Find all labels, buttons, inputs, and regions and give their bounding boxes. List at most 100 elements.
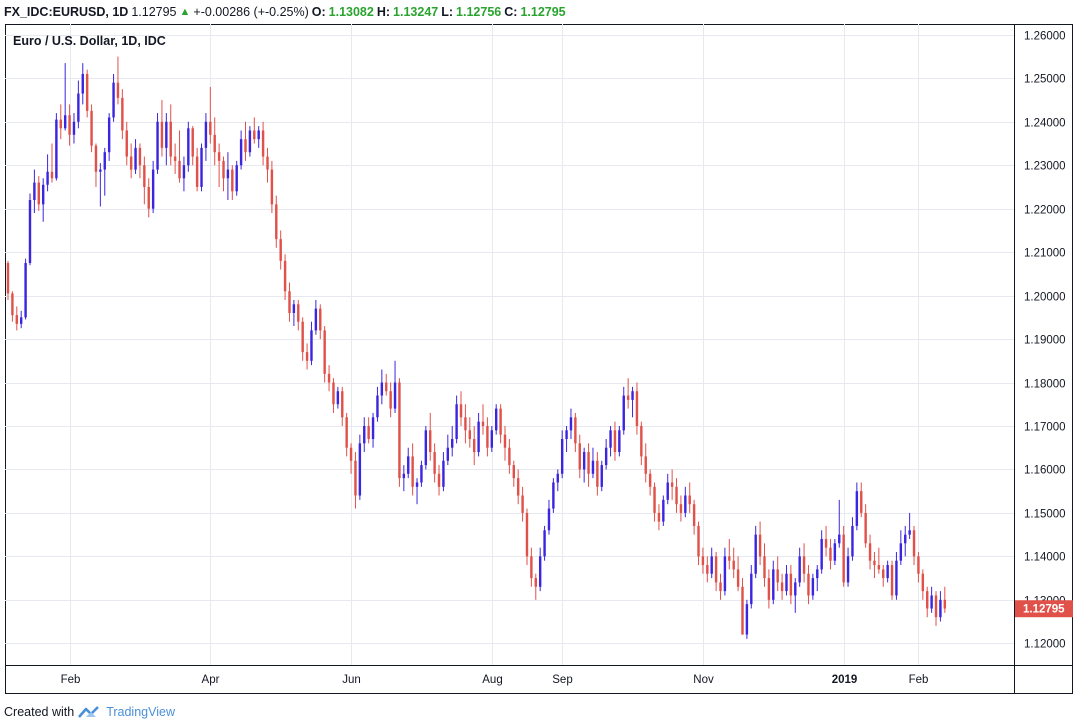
candle[interactable]: [305, 343, 309, 370]
candle[interactable]: [129, 143, 133, 179]
candle[interactable]: [292, 299, 296, 327]
candle[interactable]: [121, 89, 124, 140]
candle[interactable]: [481, 404, 485, 435]
candle[interactable]: [503, 425, 507, 461]
candle[interactable]: [816, 565, 819, 592]
candle[interactable]: [19, 310, 23, 329]
candle[interactable]: [367, 417, 370, 444]
candle[interactable]: [235, 160, 238, 196]
candle[interactable]: [81, 63, 84, 105]
candle[interactable]: [926, 586, 929, 618]
candle[interactable]: [402, 465, 406, 492]
candle[interactable]: [165, 113, 168, 166]
candle[interactable]: [701, 547, 705, 574]
candle[interactable]: [354, 452, 357, 509]
candle[interactable]: [231, 165, 234, 201]
candle[interactable]: [261, 121, 265, 166]
candle[interactable]: [604, 439, 608, 470]
candle[interactable]: [530, 547, 533, 587]
candle[interactable]: [543, 525, 546, 561]
candle[interactable]: [323, 326, 326, 383]
candle[interactable]: [855, 482, 859, 531]
candle[interactable]: [750, 565, 753, 609]
candle[interactable]: [270, 160, 274, 214]
candle[interactable]: [679, 495, 683, 522]
candle[interactable]: [455, 395, 458, 444]
candle[interactable]: [244, 121, 247, 161]
candle[interactable]: [538, 547, 542, 592]
candle[interactable]: [200, 143, 203, 192]
candle[interactable]: [745, 599, 749, 639]
candle[interactable]: [380, 369, 384, 405]
candle[interactable]: [560, 430, 564, 479]
candle[interactable]: [525, 508, 529, 566]
candle[interactable]: [239, 130, 243, 170]
candle[interactable]: [6, 260, 10, 300]
candle[interactable]: [442, 452, 445, 492]
candle[interactable]: [578, 434, 581, 479]
candle[interactable]: [582, 447, 586, 483]
candle[interactable]: [675, 478, 678, 513]
candle[interactable]: [877, 547, 881, 574]
symbol-label[interactable]: FX_IDC:EURUSD, 1D: [4, 5, 129, 19]
candle[interactable]: [640, 421, 643, 466]
candle[interactable]: [253, 117, 256, 144]
candle[interactable]: [754, 525, 757, 579]
candle[interactable]: [824, 525, 828, 557]
candle[interactable]: [631, 386, 634, 418]
candle[interactable]: [776, 556, 779, 592]
candle[interactable]: [618, 425, 621, 457]
candle[interactable]: [820, 530, 823, 574]
candle[interactable]: [666, 473, 669, 505]
candle[interactable]: [719, 573, 722, 600]
candle[interactable]: [134, 139, 137, 174]
candle[interactable]: [319, 304, 322, 340]
candle[interactable]: [459, 391, 463, 426]
candle[interactable]: [429, 412, 432, 461]
candle[interactable]: [94, 143, 98, 187]
candle[interactable]: [275, 195, 278, 248]
candle[interactable]: [472, 425, 476, 466]
candle[interactable]: [345, 412, 348, 457]
candle[interactable]: [644, 443, 647, 483]
candle[interactable]: [248, 126, 252, 157]
candle[interactable]: [692, 499, 696, 535]
candle[interactable]: [77, 80, 80, 129]
candle[interactable]: [85, 69, 89, 118]
candle[interactable]: [266, 147, 269, 183]
candle[interactable]: [376, 386, 379, 422]
candle[interactable]: [336, 386, 340, 409]
candle[interactable]: [371, 412, 375, 448]
candle[interactable]: [829, 538, 832, 570]
candle[interactable]: [772, 560, 775, 605]
candle[interactable]: [433, 443, 436, 483]
candles[interactable]: [6, 56, 947, 639]
candle[interactable]: [904, 525, 907, 557]
candle[interactable]: [477, 412, 480, 457]
candle[interactable]: [182, 156, 186, 192]
candle[interactable]: [662, 495, 665, 526]
candle[interactable]: [657, 504, 661, 531]
tradingview-brand[interactable]: TradingView: [106, 705, 175, 719]
candle[interactable]: [385, 373, 388, 396]
candle[interactable]: [613, 421, 617, 461]
candle[interactable]: [512, 460, 516, 487]
candle[interactable]: [279, 230, 282, 270]
candle[interactable]: [411, 443, 414, 496]
candle[interactable]: [310, 321, 313, 366]
candle[interactable]: [780, 573, 784, 600]
candle[interactable]: [143, 156, 146, 205]
candle[interactable]: [451, 425, 454, 457]
candle[interactable]: [68, 104, 71, 146]
candle[interactable]: [591, 447, 595, 479]
candle[interactable]: [46, 154, 49, 192]
candle[interactable]: [741, 578, 744, 635]
candle[interactable]: [103, 147, 106, 196]
candle[interactable]: [424, 425, 428, 470]
candle[interactable]: [864, 504, 867, 548]
candle[interactable]: [156, 113, 159, 174]
candle[interactable]: [420, 460, 423, 487]
candle[interactable]: [468, 417, 472, 448]
candle[interactable]: [187, 121, 190, 172]
candle[interactable]: [398, 378, 401, 487]
